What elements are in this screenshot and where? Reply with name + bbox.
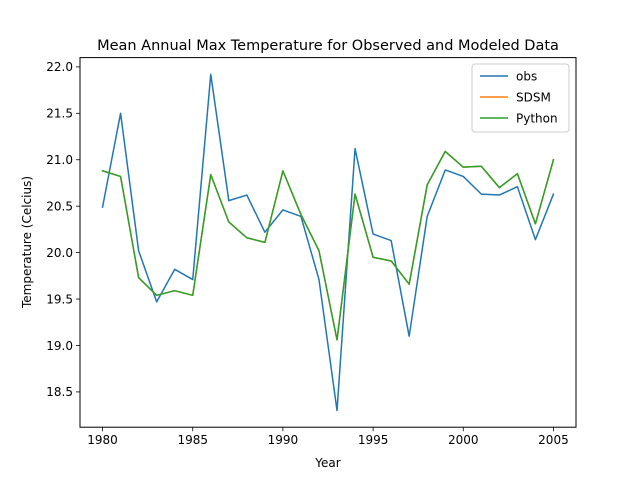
legend-label-obs: obs [516,69,537,83]
plot-area [101,73,555,412]
y-tick-label: 21.5 [46,107,73,121]
y-axis-label: Temperature (Celcius) [20,176,34,309]
y-tick-label: 22.0 [46,60,73,74]
y-tick-label: 20.0 [46,246,73,260]
x-tick-label: 2000 [448,433,479,447]
series-line-obs [101,73,555,412]
legend-label-python: Python [516,111,558,125]
y-tick-label: 20.5 [46,199,73,213]
x-tick-label: 1985 [177,433,208,447]
x-axis-label: Year [314,456,340,470]
x-tick-label: 2005 [538,433,569,447]
y-tick-label: 21.0 [46,153,73,167]
y-axis: 18.5 19.0 19.5 20.0 20.5 21.0 21.5 22.0 [46,60,80,399]
y-tick-label: 19.0 [46,339,73,353]
legend: obs SDSM Python [471,63,570,133]
legend-box [471,63,570,133]
legend-label-sdsm: SDSM [516,90,551,104]
x-tick-label: 1990 [268,433,299,447]
y-tick-label: 19.5 [46,292,73,306]
y-tick-label: 18.5 [46,385,73,399]
chart-title: Mean Annual Max Temperature for Observed… [97,38,559,54]
series-line-python [101,150,555,341]
x-tick-label: 1980 [87,433,118,447]
x-axis: 1980 1985 1990 1995 2000 2005 [87,427,569,447]
x-tick-label: 1995 [358,433,389,447]
axes-frame [79,57,577,428]
